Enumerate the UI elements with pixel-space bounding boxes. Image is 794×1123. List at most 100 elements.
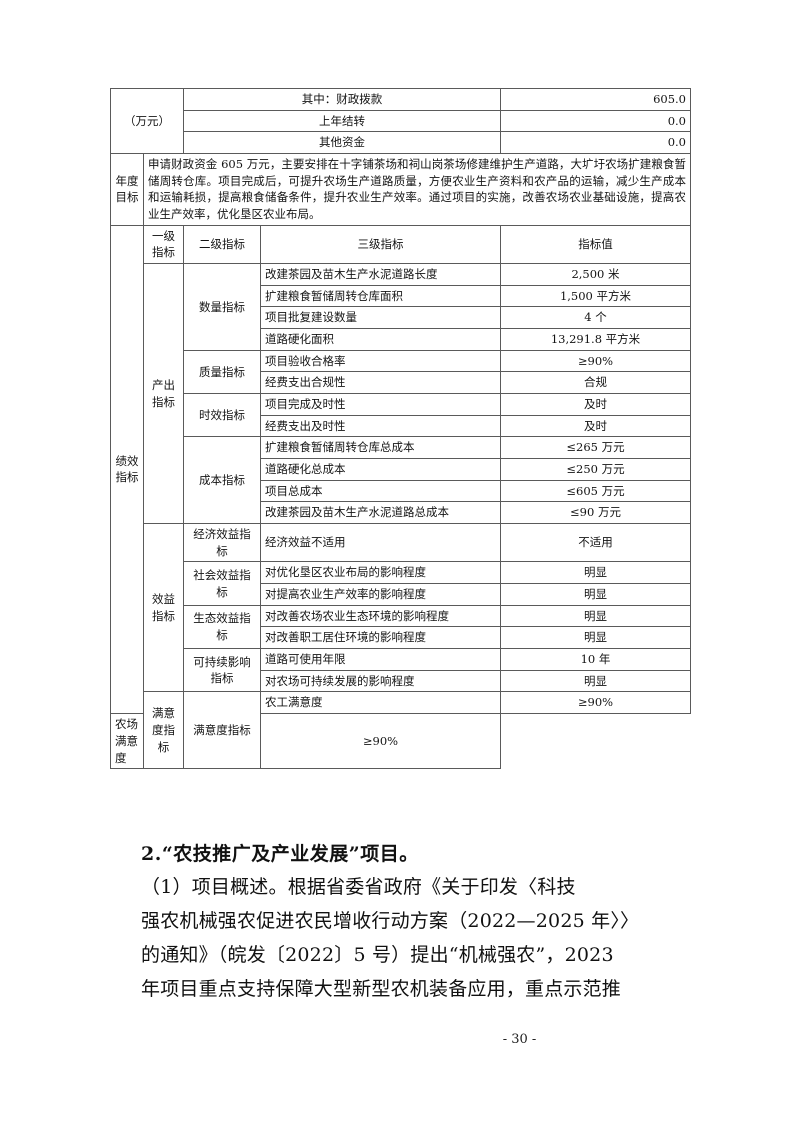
indicator-value: 13,291.8 平方米 xyxy=(500,328,691,351)
indicator-name: 农工满意度 xyxy=(260,691,501,715)
table-row: 生态效益指标 对改善农场农业生态环境的影响程度 明显 xyxy=(111,604,691,650)
header-value: 指标值 xyxy=(500,224,691,265)
table-row: 其他资金 0.0 xyxy=(111,131,691,155)
subgroup-level2-1-2: 生态效益指标 xyxy=(183,604,261,650)
table-row: 改建茶园及苗木生产水泥道路总成本 ≤90 万元 xyxy=(111,501,691,525)
indicator-name: 道路硬化面积 xyxy=(260,328,501,351)
subgroup-level2-0-2: 时效指标 xyxy=(183,393,261,438)
paragraph-line: 的通知》（皖发〔2022〕5 号）提出“机械强农”，2023 xyxy=(141,943,614,966)
indicator-value: 及时 xyxy=(500,393,691,416)
indicator-value: ≤90 万元 xyxy=(500,501,691,525)
subgroup-level2-0-3: 成本指标 xyxy=(183,436,261,525)
subgroup-level2-0-1: 质量指标 xyxy=(183,349,261,395)
indicator-value: 及时 xyxy=(500,414,691,438)
indicator-name: 项目总成本 xyxy=(260,479,501,503)
indicator-value: ≤265 万元 xyxy=(500,436,691,460)
indicator-name: 道路硬化总成本 xyxy=(260,458,501,481)
table-row: 对农场可持续发展的影响程度 明显 xyxy=(111,669,691,693)
indicator-value: 明显 xyxy=(500,604,691,628)
performance-goal-table: （万元） 其中：财政拨款 605.0 上年结转 0.0 其他资金 0.0 年度目… xyxy=(110,87,691,770)
table-row: 对改善职工居住环境的影响程度 明显 xyxy=(111,626,691,650)
subgroup-level2-1-3: 可持续影响指标 xyxy=(183,648,261,693)
indicator-value: 4 个 xyxy=(500,306,691,330)
indicator-name: 经济效益不适用 xyxy=(260,523,501,563)
table-row: 对提高农业生产效率的影响程度 明显 xyxy=(111,583,691,606)
header-level1: 一级指标 xyxy=(143,224,184,265)
table-row: 效益指标 经济效益指标 经济效益不适用 不适用 xyxy=(111,523,691,693)
indicator-value: 明显 xyxy=(500,561,691,585)
indicator-value: 2,500 米 xyxy=(500,263,691,286)
indicator-value: 明显 xyxy=(500,583,691,606)
table-row: 上年结转 0.0 xyxy=(111,109,691,133)
indicator-name: 农场满意度 xyxy=(110,713,144,770)
table-row: 产出指标 数量指标 改建茶园及苗木生产水泥道路长度 2,500 米 xyxy=(111,263,691,525)
table-row: 满意度指标 满意度指标 农工满意度 ≥90% xyxy=(111,691,691,770)
indicator-name: 项目完成及时性 xyxy=(260,393,501,416)
indicator-name: 对提高农业生产效率的影响程度 xyxy=(260,583,501,606)
paragraph-line: 年项目重点支持保障大型新型农机装备应用，重点示范推 xyxy=(141,977,622,1000)
indicator-value: ≤605 万元 xyxy=(500,479,691,503)
funding-row-value-0: 605.0 xyxy=(500,88,691,111)
indicator-name: 对农场可持续发展的影响程度 xyxy=(260,669,501,693)
annual-goal-label: 年度目标 xyxy=(110,153,144,226)
table-row: 项目总成本 ≤605 万元 xyxy=(111,479,691,503)
page-number: - 30 - xyxy=(0,1032,794,1047)
group-level1-0: 产出指标 xyxy=(143,263,184,525)
table-row: 可持续影响指标 道路可使用年限 10 年 xyxy=(111,648,691,693)
table-row: 农场满意度 ≥90% xyxy=(110,713,691,770)
funding-row-label-1: 上年结转 xyxy=(183,109,501,133)
indicator-value: ≤250 万元 xyxy=(500,458,691,481)
annual-goal-row: 年度目标 申请财政资金 605 万元，主要安排在十字铺茶场和祠山岗茶场修建维护生… xyxy=(110,153,691,226)
table-row: （万元） 其中：财政拨款 605.0 xyxy=(110,87,691,155)
subgroup-level2-1-0: 经济效益指标 xyxy=(183,523,261,563)
header-level3: 三级指标 xyxy=(260,224,501,265)
indicator-name: 对改善职工居住环境的影响程度 xyxy=(260,626,501,650)
subgroup-level2-1-1: 社会效益指标 xyxy=(183,561,261,606)
table-row: 时效指标 项目完成及时性 及时 xyxy=(111,393,691,438)
indicator-value: 明显 xyxy=(500,669,691,693)
subgroup-level2-2-0: 满意度指标 xyxy=(183,691,261,770)
section-paragraph: （1）项目概述。根据省委省政府《关于印发〈科技 强农机械强农促进农民增收行动方案… xyxy=(103,871,698,1006)
indicator-value: 合规 xyxy=(500,371,691,395)
indicator-value: 不适用 xyxy=(500,523,691,563)
performance-goal-table-wrapper: （万元） 其中：财政拨款 605.0 上年结转 0.0 其他资金 0.0 年度目… xyxy=(110,87,691,770)
indicator-name: 对改善农场农业生态环境的影响程度 xyxy=(260,604,501,628)
indicator-name: 扩建粮食暂储周转仓库总成本 xyxy=(260,436,501,460)
indicator-name: 项目批复建设数量 xyxy=(260,306,501,330)
table-row: 道路硬化面积 13,291.8 平方米 xyxy=(111,328,691,351)
indicator-name: 改建茶园及苗木生产水泥道路总成本 xyxy=(260,501,501,525)
indicator-value: ≥90% xyxy=(500,349,691,373)
indicator-value: 明显 xyxy=(500,626,691,650)
funding-row-value-2: 0.0 xyxy=(500,131,691,155)
funding-row-value-1: 0.0 xyxy=(500,109,691,133)
subgroup-level2-0-0: 数量指标 xyxy=(183,263,261,351)
annual-goal-text: 申请财政资金 605 万元，主要安排在十字铺茶场和祠山岗茶场修建维护生产道路，大… xyxy=(143,153,691,226)
table-row: 成本指标 扩建粮食暂储周转仓库总成本 ≤265 万元 xyxy=(111,436,691,525)
indicator-name: 项目验收合格率 xyxy=(260,349,501,373)
page-number-text: - 30 - xyxy=(502,1032,537,1047)
body-text-block: 2.“农技推广及产业发展”项目。 （1）项目概述。根据省委省政府《关于印发〈科技… xyxy=(103,838,698,1007)
paragraph-line: 强农机械强农促进农民增收行动方案（2022—2025 年〉〉 xyxy=(141,910,640,933)
funding-row-label-2: 其他资金 xyxy=(183,131,501,155)
paragraph-line: （1）项目概述。根据省委省政府《关于印发〈科技 xyxy=(141,876,576,899)
indicator-name: 经费支出及时性 xyxy=(260,414,501,438)
indicator-value: ≥90% xyxy=(260,713,501,770)
performance-header-row: 绩效指标 一级指标 二级指标 三级指标 指标值 xyxy=(110,224,691,715)
funding-row-label-0: 其中：财政拨款 xyxy=(183,88,501,111)
table-row: 经费支出及时性 及时 xyxy=(111,414,691,438)
indicator-name: 道路可使用年限 xyxy=(260,648,501,671)
group-level1-1: 效益指标 xyxy=(143,523,184,693)
indicator-name: 经费支出合规性 xyxy=(260,371,501,395)
table-row: 质量指标 项目验收合格率 ≥90% xyxy=(111,349,691,395)
section-heading: 2.“农技推广及产业发展”项目。 xyxy=(141,843,419,865)
group-level1-2: 满意度指标 xyxy=(143,691,184,770)
indicator-name: 改建茶园及苗木生产水泥道路长度 xyxy=(260,263,501,286)
indicator-name: 扩建粮食暂储周转仓库面积 xyxy=(260,284,501,308)
indicator-value: ≥90% xyxy=(500,691,691,715)
performance-side-label: 绩效指标 xyxy=(110,224,144,715)
funding-unit-label: （万元） xyxy=(110,87,184,155)
indicator-name: 对优化垦区农业布局的影响程度 xyxy=(260,561,501,585)
table-row: 社会效益指标 对优化垦区农业布局的影响程度 明显 xyxy=(111,561,691,606)
header-level2: 二级指标 xyxy=(183,224,261,265)
